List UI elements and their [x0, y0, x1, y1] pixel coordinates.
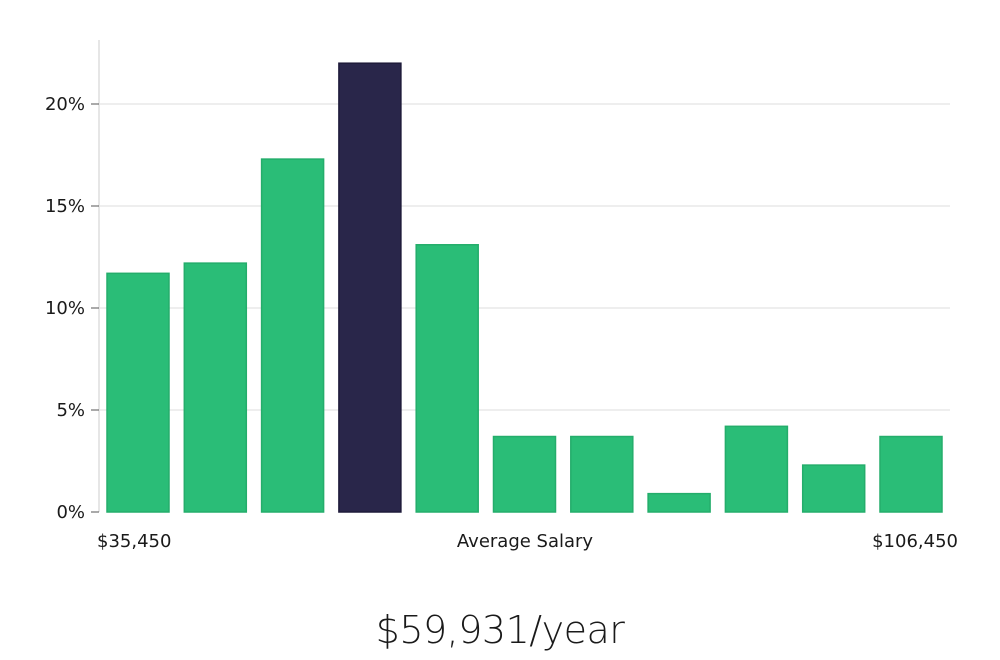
- bar: [106, 272, 170, 513]
- bar: [801, 464, 866, 513]
- y-tick-labels: 0% 5% 10% 15% 20%: [45, 94, 99, 523]
- bar: [260, 158, 325, 513]
- bar-highlighted: [338, 62, 402, 513]
- x-min-label: $35,450: [97, 531, 171, 552]
- x-max-label: $106,450: [872, 531, 958, 552]
- y-tick-label: 5%: [56, 400, 85, 421]
- bar: [492, 435, 557, 513]
- bar: [647, 492, 711, 513]
- bar: [183, 262, 248, 513]
- y-tick-label: 0%: [56, 502, 85, 523]
- y-tick-label: 20%: [45, 94, 85, 115]
- average-salary-value: $59,931/year: [375, 608, 625, 652]
- bars: [106, 62, 943, 513]
- x-axis-label: Average Salary: [457, 531, 594, 552]
- bar: [415, 244, 479, 513]
- y-tick-label: 15%: [45, 196, 85, 217]
- bar: [879, 435, 943, 513]
- y-tick-label: 10%: [45, 298, 85, 319]
- bar: [724, 425, 789, 513]
- bar: [570, 435, 634, 513]
